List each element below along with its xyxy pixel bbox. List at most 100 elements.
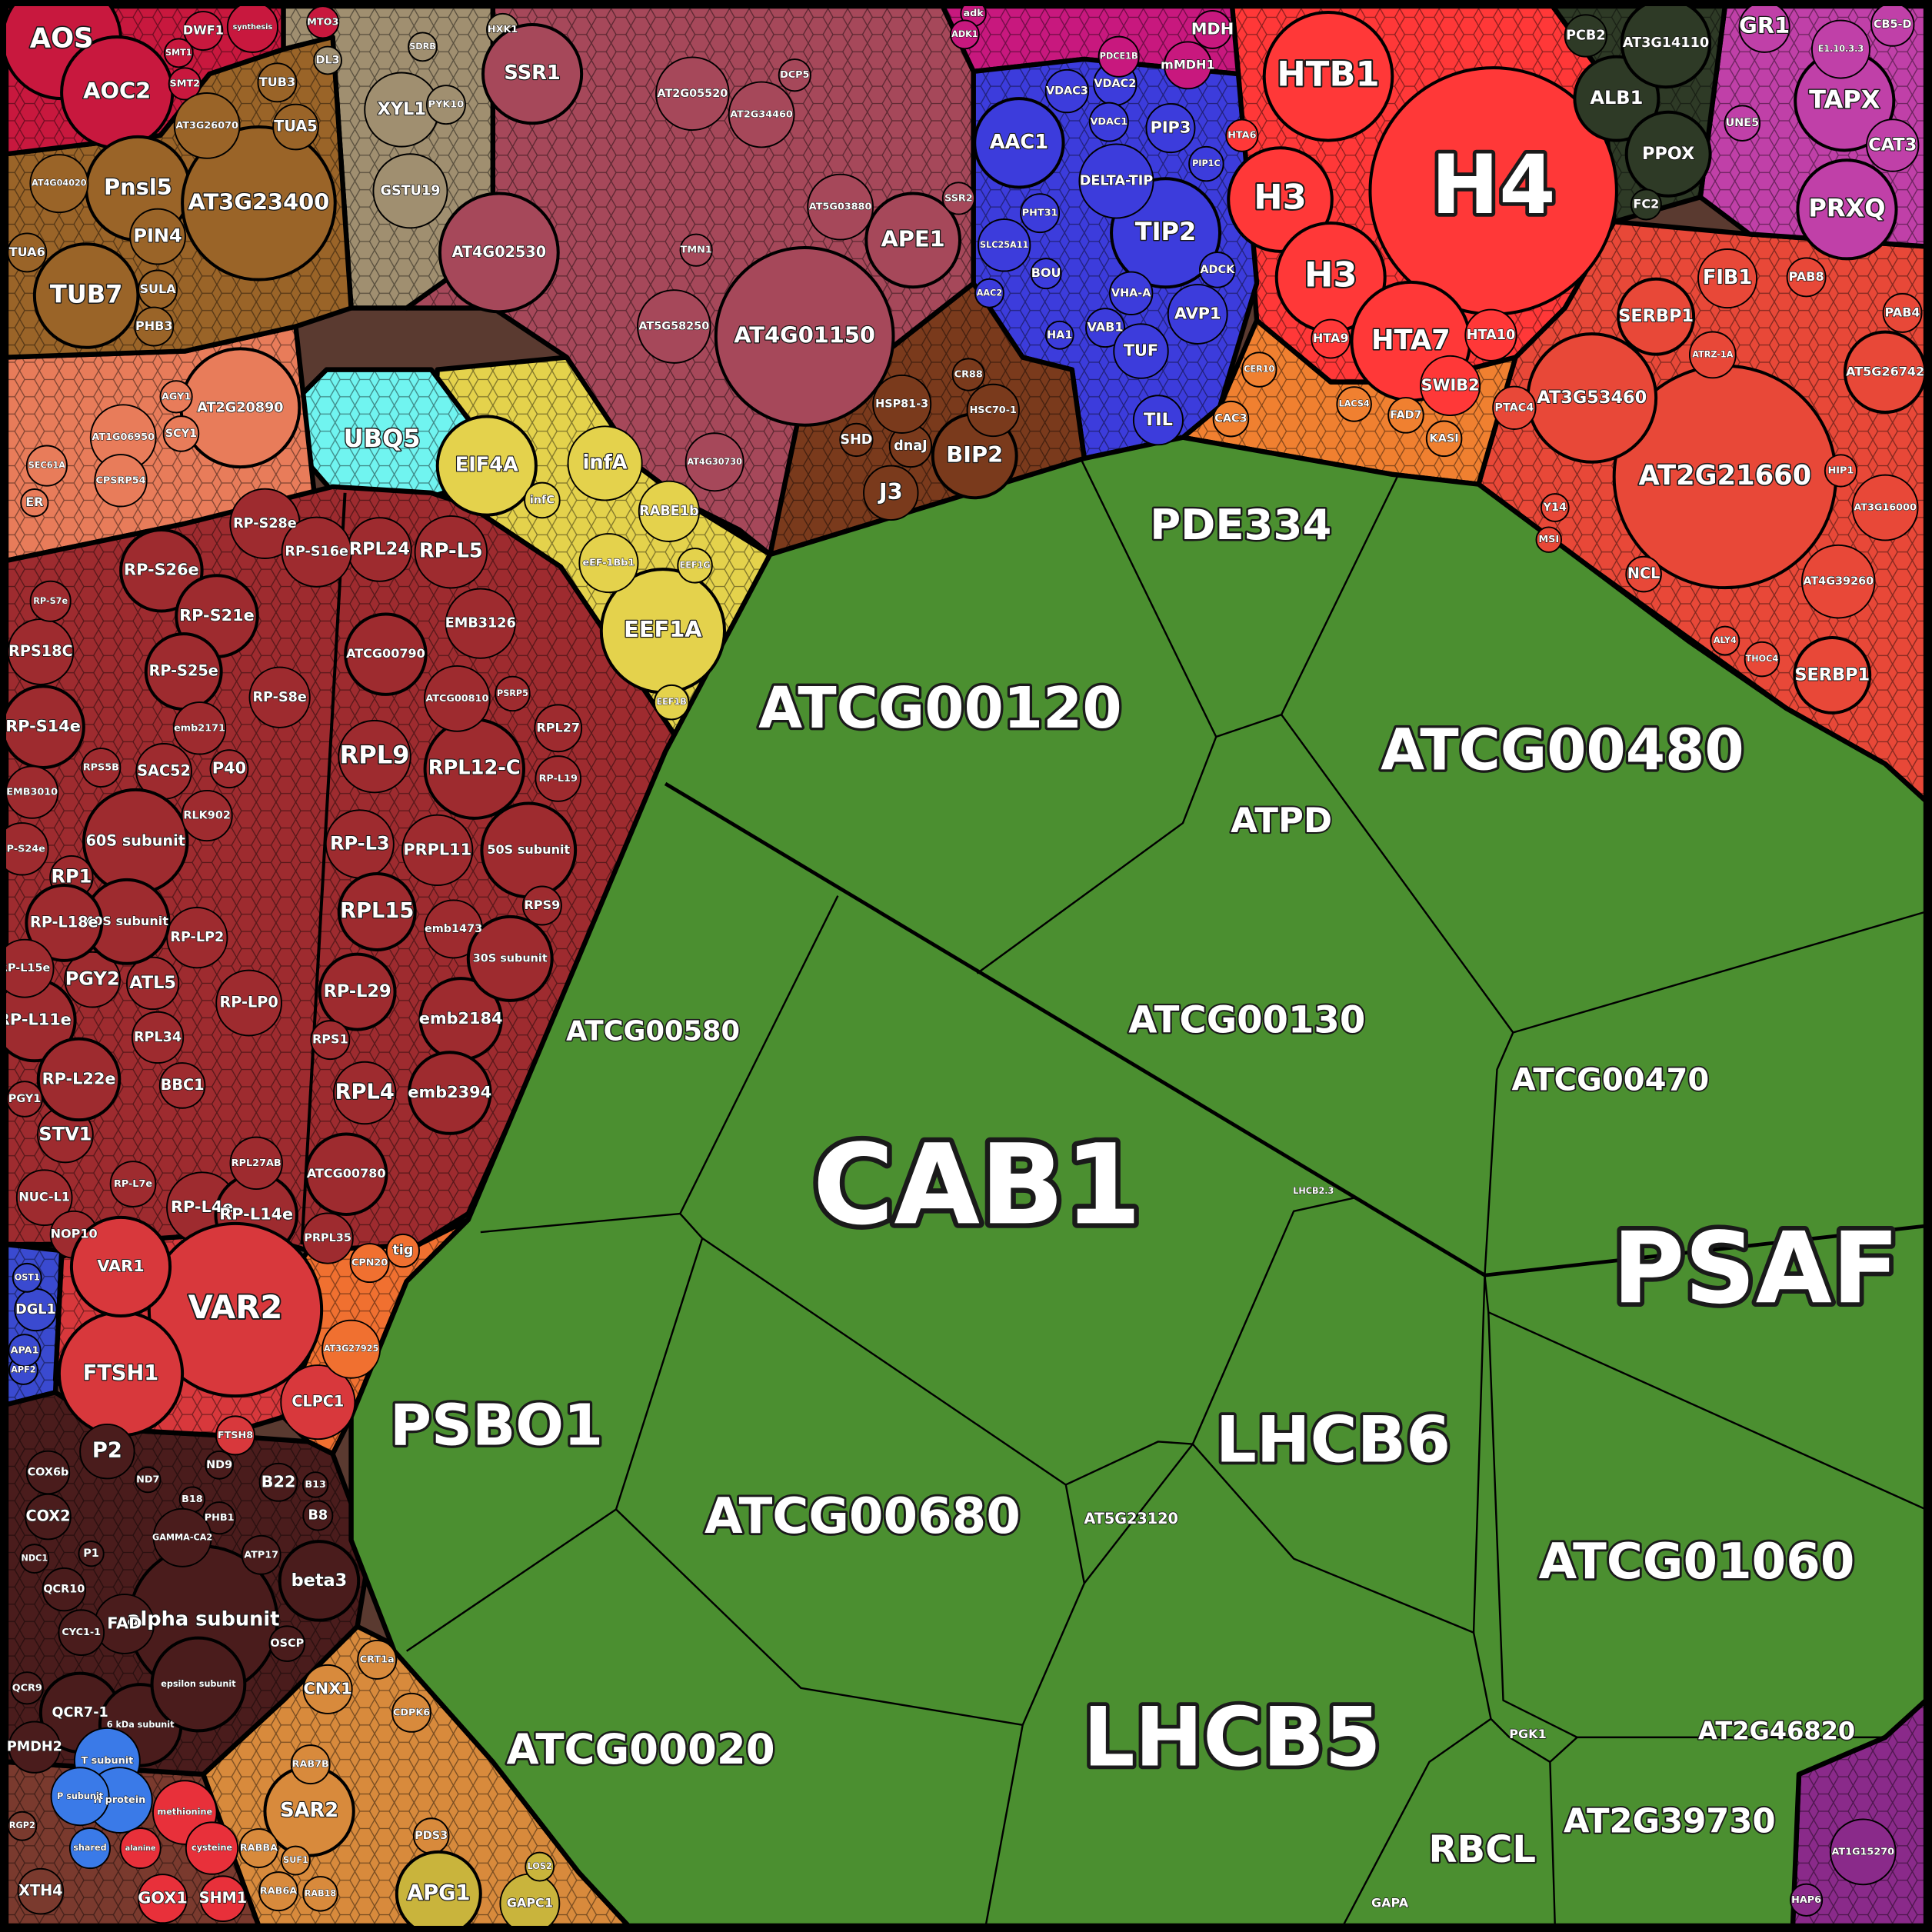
cell [481,23,584,125]
cell-label: CLPC1 [291,1393,344,1411]
cell [280,1364,356,1441]
cell [32,242,140,349]
cell [949,19,980,50]
cell [290,1744,331,1785]
cell-label: ATRZ-1A [1692,349,1733,359]
cell [302,1664,353,1714]
cell-label: 30S subunit [473,952,548,964]
cell-label: RP-L22e [42,1069,116,1088]
cell [1132,395,1184,446]
cell [1800,544,1876,619]
cell [1044,320,1074,350]
cell-label: QCR7-1 [52,1705,108,1720]
cell-label: adk [963,8,984,19]
cell-label: AT5G23120 [1084,1510,1178,1527]
cell [162,415,200,452]
cell [215,969,282,1037]
cell-label: CAC3 [1214,413,1247,425]
cell [185,1821,239,1875]
cell-label: LACS4 [1339,398,1370,408]
cell [215,1415,255,1456]
cell [1843,330,1927,415]
cell-label: RPL12-C [428,757,521,780]
cell-label: 60S subunit [86,832,185,850]
cell-label: RP-S25e [149,662,218,680]
cell-label: AT2G34460 [730,108,793,120]
cell [1020,193,1061,234]
cell-label: RABBA [240,1843,278,1854]
cell-label: AT4G04020 [32,178,87,188]
cell-label: HTA10 [1467,328,1516,343]
cell [7,232,48,273]
cell-label: Y14 [1543,501,1567,514]
cell [318,952,397,1031]
cell-label: PIP3 [1151,118,1191,137]
cell [306,5,340,39]
cell-label: CDPK6 [393,1707,430,1718]
cell-label: VAR2 [188,1288,283,1326]
cell-label: LHCB5 [1083,1690,1381,1785]
cell [0,822,49,876]
cell-label: P40 [212,759,246,778]
cell-label: HAP6 [1791,1894,1821,1906]
cell [653,684,690,721]
cell [94,454,148,508]
cell [337,872,417,952]
cell [1724,105,1761,142]
cell-label: beta3 [291,1571,348,1591]
cell [258,1871,299,1912]
cell [1199,251,1236,288]
cell-label: AT3G23400 [188,188,330,215]
cell [79,1423,135,1480]
cell [1540,493,1570,522]
cell-label: APG1 [407,1881,470,1905]
cell-label: RP-L19 [539,773,578,784]
cell [109,1161,157,1208]
labels: CAB1 PSAF ATCG00120 ATCG00480 PDE334 ATPD ATCG… [0,8,1925,1911]
cell-label: PHB3 [135,318,173,333]
cell-border [1472,1632,1556,1927]
cell-label: APE1 [881,225,945,251]
cell-label: RP-S16e [285,545,348,560]
cell [58,1609,105,1657]
cell [1810,19,1870,79]
cell-label: SUF1 [283,1855,308,1865]
cell-label: RAB6A [260,1886,297,1897]
cell [872,374,932,434]
cell [137,1874,188,1924]
cell [1620,0,1712,89]
cell-label: AT2G21660 [1639,460,1812,491]
cell-label: GAMMA-CA2 [152,1532,212,1542]
cell-label: RPS5B [83,762,119,774]
cell-label: EEF1B [656,697,686,707]
cell [1336,386,1372,422]
cell-label: 50S subunit [487,842,570,857]
cell-label: RP-S8e [252,690,306,705]
cell [1145,103,1196,154]
cell-label: FAD7 [1390,409,1421,421]
cell [168,67,202,101]
cell-label: SSR1 [504,62,560,85]
cell [1227,146,1334,253]
cell-label: NOP10 [51,1227,98,1241]
cell-label: SMT2 [170,78,201,89]
cell-label: P2 [92,1439,122,1463]
cell [134,306,175,347]
cell-border [664,781,1486,1277]
cell-label: dnaJ [894,438,928,454]
cell [974,278,1004,308]
cell-label: HSC70-1 [970,405,1017,416]
cell-label: GR1 [1739,12,1790,38]
cell-label: emb1473 [425,923,482,935]
cell-label: AT5G58250 [638,321,709,333]
cell-label: RPS1 [312,1032,348,1047]
cell-label: AGY1 [162,391,191,402]
cell-label: AAC2 [977,288,1002,298]
cell-label: AT4G02530 [452,243,547,261]
cell [1420,355,1481,417]
cell [50,1767,110,1827]
cell-label: PYK10 [428,99,464,111]
cell [977,218,1031,272]
cell [8,1334,42,1367]
cell-label: XYL1 [378,99,426,119]
